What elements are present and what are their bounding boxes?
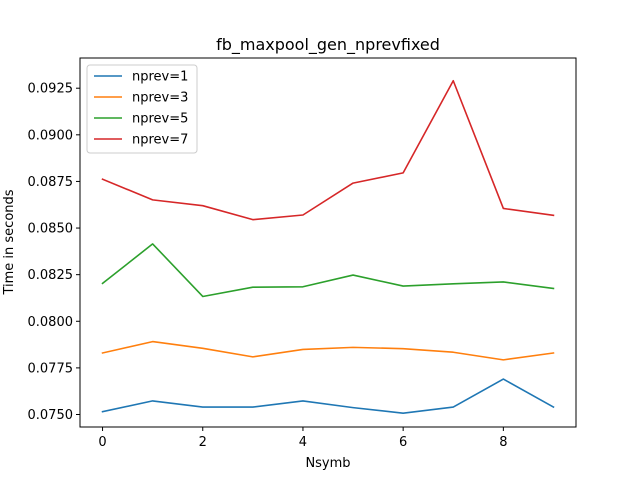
series-line-2 <box>101 340 555 361</box>
x-tick-label: 6 <box>399 435 407 450</box>
y-tick-label: 0.0775 <box>28 361 74 376</box>
x-tick-label: 4 <box>299 435 307 450</box>
x-axis-ticks: 0 2 4 6 8 <box>98 427 507 450</box>
y-tick-label: 0.0800 <box>28 315 74 330</box>
series-line-1 <box>101 378 555 415</box>
x-axis-label: Nsymb <box>305 456 350 471</box>
y-tick-label: 0.0850 <box>28 222 74 237</box>
y-tick-label: 0.0750 <box>28 408 74 423</box>
series-line-4 <box>101 79 555 221</box>
y-tick-label: 0.0825 <box>28 268 74 283</box>
series-line-3 <box>101 243 555 298</box>
y-axis-label: Time in seconds <box>2 189 17 295</box>
x-tick-label: 2 <box>199 435 207 450</box>
legend-label-2: nprev=3 <box>132 91 188 106</box>
series-layer <box>101 79 555 415</box>
plot-frame <box>79 57 577 428</box>
y-tick-label: 0.0925 <box>28 82 74 97</box>
y-tick-label: 0.0900 <box>28 128 74 143</box>
chart-title: fb_maxpool_gen_nprevfixed <box>216 35 440 55</box>
legend-box <box>86 64 198 154</box>
y-tick-label: 0.0875 <box>28 175 74 190</box>
x-tick-label: 8 <box>499 435 507 450</box>
y-axis-ticks: 0.0750 0.0775 0.0800 0.0825 0.0850 0.0875 0.09… <box>28 82 80 423</box>
x-tick-label: 0 <box>98 435 106 450</box>
legend-label-3: nprev=5 <box>132 112 188 127</box>
legend-label-1: nprev=1 <box>132 70 188 85</box>
legend-label-4: nprev=7 <box>132 133 188 148</box>
legend: nprev=1 nprev=3 nprev=5 nprev=7 <box>86 64 198 154</box>
